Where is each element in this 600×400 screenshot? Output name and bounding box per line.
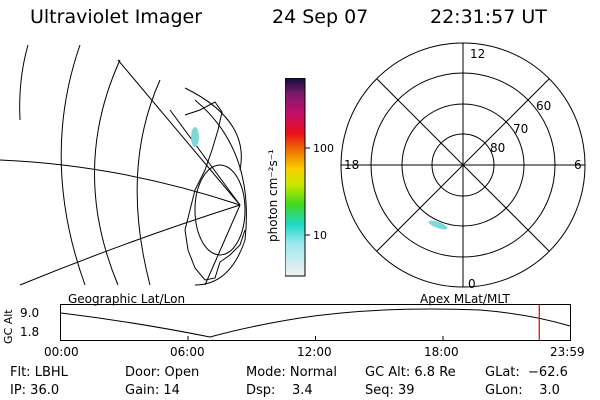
lat-circle-4 [136, 79, 161, 286]
lat-label-60: 60 [536, 99, 551, 113]
meridian-3 [19, 204, 241, 286]
timeline-axis-title: GC Alt [2, 309, 15, 344]
mlt-label-6: 6 [574, 158, 582, 172]
mlt-label-0: 0 [468, 277, 476, 291]
lat-circle-3 [94, 59, 121, 286]
status-dsp: Dsp: 3.4 [246, 383, 313, 398]
time-label: 22:31:57 UT [430, 6, 547, 28]
colorbar-tick-10: 10 [313, 229, 327, 242]
mlt-label-18: 18 [344, 158, 359, 172]
x-tick-2359: 23:59 [550, 345, 585, 359]
mlt-label-12: 12 [470, 47, 485, 61]
status-flt: Flt: LBHL [10, 365, 68, 380]
meridian-2 [0, 159, 241, 206]
geographic-map [0, 44, 247, 286]
coastline [184, 101, 246, 281]
x-tick-0000: 00:00 [44, 345, 79, 359]
lat-label-80: 80 [490, 141, 505, 155]
pole-ellipse [194, 164, 246, 256]
colorbar-tick-100: 100 [313, 142, 334, 155]
status-seq: Seq: 39 [365, 383, 415, 398]
colorbar-unit-label: photon cm⁻²s⁻¹ [266, 149, 280, 242]
timeline-right-title: Apex MLat/MLT [420, 292, 510, 306]
meridian-4 [204, 204, 241, 286]
lat-ring-outer [194, 99, 247, 286]
timeline-frame [60, 304, 571, 341]
polar-plot: 12 0 18 6 60 70 80 [340, 42, 586, 291]
lat-label-70: 70 [513, 122, 528, 136]
aurora-spot [191, 127, 199, 147]
x-tick-0600: 06:00 [170, 345, 205, 359]
colorbar-gradient [285, 78, 306, 277]
status-glon: GLon: 3.0 [485, 383, 560, 398]
y-tick-1-8: 1.8 [20, 325, 40, 339]
status-gcalt: GC Alt: 6.8 Re [365, 365, 456, 380]
polar-diagonal-2 [376, 78, 550, 252]
date-label: 24 Sep 07 [272, 6, 369, 28]
timeline-plot [60, 304, 571, 341]
timeline-left-title: Geographic Lat/Lon [68, 292, 186, 306]
meridian-5 [169, 109, 241, 206]
gc-alt-curve [60, 308, 571, 338]
status-door: Door: Open [125, 365, 200, 380]
polar-aurora-spot [428, 220, 448, 230]
lat-circle-1 [19, 44, 29, 121]
lat-circle-2 [60, 44, 86, 286]
meridian-1 [117, 59, 241, 206]
status-gain: Gain: 14 [125, 383, 180, 398]
x-tick-1200: 12:00 [297, 345, 332, 359]
colorbar: 100 10 [285, 78, 334, 277]
x-tick-1800: 18:00 [424, 345, 459, 359]
status-glat: GLat: −62.6 [485, 365, 568, 380]
status-mode: Mode: Normal [246, 365, 337, 380]
instrument-title: Ultraviolet Imager [30, 6, 203, 28]
y-tick-9: 9.0 [20, 306, 40, 320]
status-ip: IP: 36.0 [10, 383, 60, 398]
lat-circle-5 [184, 87, 242, 171]
